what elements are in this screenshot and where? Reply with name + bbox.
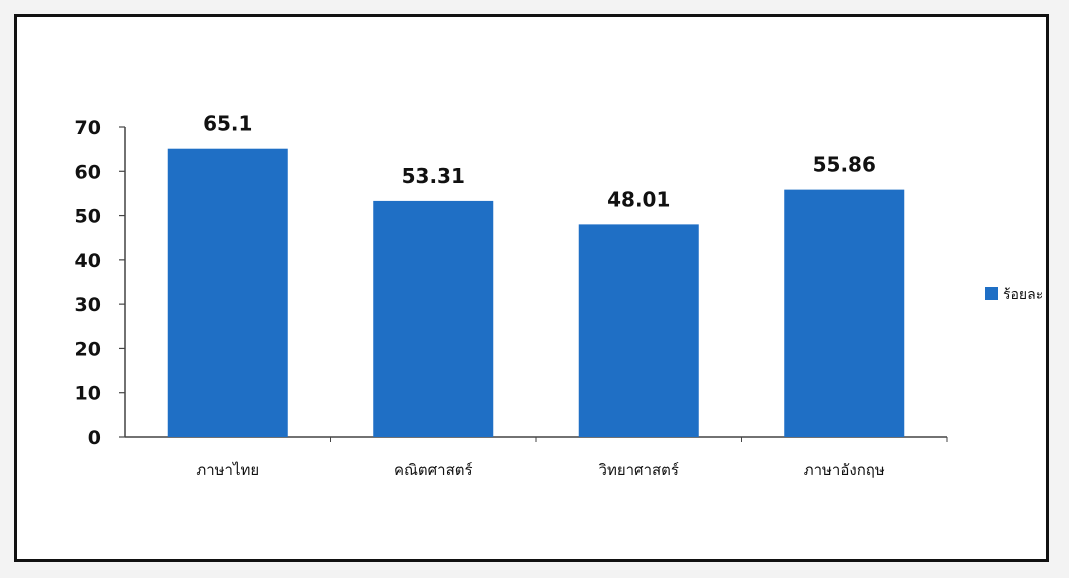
chart-frame: 0 10 20 30 40 50 60 70 ภาษาไทย คณิตศาสตร์ วิทยาศา… — [14, 14, 1049, 562]
y-tick-label: 40 — [75, 250, 101, 272]
data-label: 65.1 — [203, 112, 252, 136]
y-tick-label: 0 — [88, 427, 101, 449]
x-axis: ภาษาไทย คณิตศาสตร์ วิทยาศาสตร์ ภาษาอังกฤษ — [125, 436, 948, 479]
bar — [167, 148, 288, 437]
y-tick-label: 20 — [75, 338, 101, 360]
bar — [373, 200, 494, 437]
data-label: 55.86 — [813, 153, 876, 177]
data-label: 53.31 — [402, 164, 465, 188]
x-category-label: ภาษาไทย — [196, 461, 259, 479]
legend-label: ร้อยละ — [1003, 287, 1043, 303]
y-tick-label: 10 — [75, 383, 101, 405]
x-category-label: ภาษาอังกฤษ — [804, 461, 885, 479]
y-tick-label: 30 — [75, 294, 101, 316]
data-label: 48.01 — [607, 187, 670, 211]
bar — [578, 224, 699, 437]
y-tick-label: 60 — [75, 161, 101, 183]
y-tick-label: 70 — [75, 117, 101, 139]
y-axis: 0 10 20 30 40 50 60 70 — [75, 117, 126, 449]
bar-chart: 0 10 20 30 40 50 60 70 ภาษาไทย คณิตศาสตร์ วิทยาศา… — [75, 112, 1044, 479]
x-category-label: คณิตศาสตร์ — [394, 461, 473, 479]
legend-swatch — [985, 287, 998, 300]
bar — [784, 189, 905, 437]
y-tick-label: 50 — [75, 206, 101, 228]
bars: 65.1 53.31 48.01 55.86 — [167, 112, 905, 437]
legend: ร้อยละ — [985, 287, 1043, 303]
x-category-label: วิทยาศาสตร์ — [598, 461, 679, 479]
